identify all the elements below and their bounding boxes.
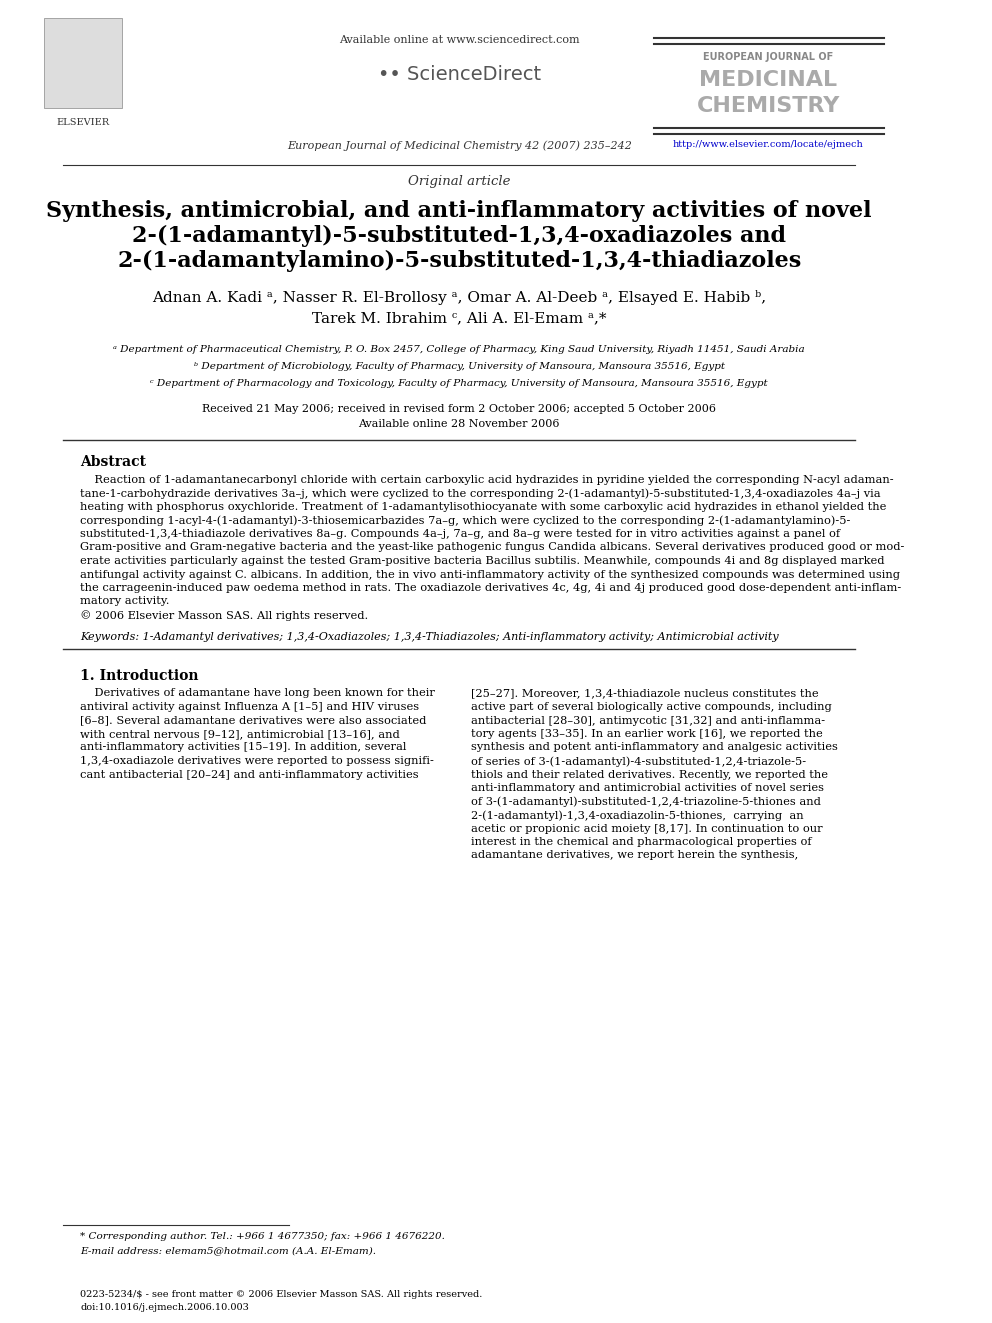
Text: Received 21 May 2006; received in revised form 2 October 2006; accepted 5 Octobe: Received 21 May 2006; received in revise… (202, 404, 716, 414)
Text: tory agents [33–35]. In an earlier work [16], we reported the: tory agents [33–35]. In an earlier work … (471, 729, 823, 740)
Bar (44, 19, 122, 108)
Text: thiols and their related derivatives. Recently, we reported the: thiols and their related derivatives. Re… (471, 770, 828, 779)
Text: •• ScienceDirect: •• ScienceDirect (378, 65, 541, 83)
Text: of 3-(1-adamantyl)-substituted-1,2,4-triazoline-5-thiones and: of 3-(1-adamantyl)-substituted-1,2,4-tri… (471, 796, 821, 807)
Text: MEDICINAL: MEDICINAL (699, 70, 837, 90)
Text: Derivatives of adamantane have long been known for their: Derivatives of adamantane have long been… (80, 688, 435, 699)
Text: * Corresponding author. Tel.: +966 1 4677350; fax: +966 1 4676220.: * Corresponding author. Tel.: +966 1 467… (80, 1232, 445, 1241)
Text: 2-(1-adamantyl)-1,3,4-oxadiazolin-5-thiones,  carrying  an: 2-(1-adamantyl)-1,3,4-oxadiazolin-5-thio… (471, 810, 804, 820)
Text: © 2006 Elsevier Masson SAS. All rights reserved.: © 2006 Elsevier Masson SAS. All rights r… (80, 610, 369, 620)
Text: [6–8]. Several adamantane derivatives were also associated: [6–8]. Several adamantane derivatives we… (80, 716, 427, 725)
Text: adamantane derivatives, we report herein the synthesis,: adamantane derivatives, we report herein… (471, 851, 799, 860)
Text: [25–27]. Moreover, 1,3,4-thiadiazole nucleus constitutes the: [25–27]. Moreover, 1,3,4-thiadiazole nuc… (471, 688, 819, 699)
Text: erate activities particularly against the tested Gram-positive bacteria Bacillus: erate activities particularly against th… (80, 556, 885, 566)
Text: ᵃ Department of Pharmaceutical Chemistry, P. O. Box 2457, College of Pharmacy, K: ᵃ Department of Pharmaceutical Chemistry… (113, 345, 805, 355)
Text: http://www.elsevier.com/locate/ejmech: http://www.elsevier.com/locate/ejmech (673, 140, 864, 149)
Text: 2-(1-adamantylamino)-5-substituted-1,3,4-thiadiazoles: 2-(1-adamantylamino)-5-substituted-1,3,4… (117, 250, 802, 273)
Text: antiviral activity against Influenza A [1–5] and HIV viruses: antiviral activity against Influenza A [… (80, 703, 420, 712)
Text: EUROPEAN JOURNAL OF: EUROPEAN JOURNAL OF (703, 52, 833, 62)
Text: substituted-1,3,4-thiadiazole derivatives 8a–g. Compounds 4a–j, 7a–g, and 8a–g w: substituted-1,3,4-thiadiazole derivative… (80, 529, 840, 538)
Text: of series of 3-(1-adamantyl)-4-substituted-1,2,4-triazole-5-: of series of 3-(1-adamantyl)-4-substitut… (471, 755, 806, 766)
Text: E-mail address: elemam5@hotmail.com (A.A. El-Emam).: E-mail address: elemam5@hotmail.com (A.A… (80, 1246, 376, 1256)
Text: 0223-5234/$ - see front matter © 2006 Elsevier Masson SAS. All rights reserved.: 0223-5234/$ - see front matter © 2006 El… (80, 1290, 483, 1299)
Text: heating with phosphorus oxychloride. Treatment of 1-adamantylisothiocyanate with: heating with phosphorus oxychloride. Tre… (80, 501, 887, 512)
Text: Available online at www.sciencedirect.com: Available online at www.sciencedirect.co… (339, 34, 579, 45)
Text: Keywords: 1-Adamantyl derivatives; 1,3,4-Oxadiazoles; 1,3,4-Thiadiazoles; Anti-i: Keywords: 1-Adamantyl derivatives; 1,3,4… (80, 631, 779, 642)
Text: Available online 28 November 2006: Available online 28 November 2006 (358, 419, 559, 429)
Text: Original article: Original article (408, 175, 511, 188)
Text: active part of several biologically active compounds, including: active part of several biologically acti… (471, 703, 832, 712)
Text: ᵇ Department of Microbiology, Faculty of Pharmacy, University of Mansoura, Manso: ᵇ Department of Microbiology, Faculty of… (193, 363, 724, 370)
Text: Adnan A. Kadi ᵃ, Nasser R. El-Brollosy ᵃ, Omar A. Al-Deeb ᵃ, Elsayed E. Habib ᵇ,: Adnan A. Kadi ᵃ, Nasser R. El-Brollosy ᵃ… (152, 290, 766, 325)
Text: 1,3,4-oxadiazole derivatives were reported to possess signifi-: 1,3,4-oxadiazole derivatives were report… (80, 755, 434, 766)
Text: European Journal of Medicinal Chemistry 42 (2007) 235–242: European Journal of Medicinal Chemistry … (287, 140, 632, 151)
Text: Synthesis, antimicrobial, and anti-inflammatory activities of novel: Synthesis, antimicrobial, and anti-infla… (47, 200, 872, 222)
Text: 1. Introduction: 1. Introduction (80, 668, 199, 683)
Text: anti-inflammatory activities [15–19]. In addition, several: anti-inflammatory activities [15–19]. In… (80, 742, 407, 753)
Text: matory activity.: matory activity. (80, 597, 170, 606)
Text: Gram-positive and Gram-negative bacteria and the yeast-like pathogenic fungus Ca: Gram-positive and Gram-negative bacteria… (80, 542, 905, 553)
Text: cant antibacterial [20–24] and anti-inflammatory activities: cant antibacterial [20–24] and anti-infl… (80, 770, 419, 779)
Text: with central nervous [9–12], antimicrobial [13–16], and: with central nervous [9–12], antimicrobi… (80, 729, 400, 740)
Text: Reaction of 1-adamantanecarbonyl chloride with certain carboxylic acid hydrazide: Reaction of 1-adamantanecarbonyl chlorid… (80, 475, 894, 486)
Text: doi:10.1016/j.ejmech.2006.10.003: doi:10.1016/j.ejmech.2006.10.003 (80, 1303, 249, 1312)
Text: ELSEVIER: ELSEVIER (57, 118, 110, 127)
Text: interest in the chemical and pharmacological properties of: interest in the chemical and pharmacolog… (471, 837, 811, 847)
Text: Abstract: Abstract (80, 455, 147, 468)
Text: CHEMISTRY: CHEMISTRY (696, 97, 840, 116)
Text: anti-inflammatory and antimicrobial activities of novel series: anti-inflammatory and antimicrobial acti… (471, 783, 824, 792)
Text: synthesis and potent anti-inflammatory and analgesic activities: synthesis and potent anti-inflammatory a… (471, 742, 838, 753)
Text: 2-(1-adamantyl)-5-substituted-1,3,4-oxadiazoles and: 2-(1-adamantyl)-5-substituted-1,3,4-oxad… (132, 225, 786, 247)
Text: ᶜ Department of Pharmacology and Toxicology, Faculty of Pharmacy, University of : ᶜ Department of Pharmacology and Toxicol… (151, 378, 768, 388)
Text: antibacterial [28–30], antimycotic [31,32] and anti-inflamma-: antibacterial [28–30], antimycotic [31,3… (471, 716, 825, 725)
Text: tane-1-carbohydrazide derivatives 3a–j, which were cyclized to the corresponding: tane-1-carbohydrazide derivatives 3a–j, … (80, 488, 881, 499)
Text: antifungal activity against C. albicans. In addition, the in vivo anti-inflammat: antifungal activity against C. albicans.… (80, 569, 901, 579)
Text: corresponding 1-acyl-4-(1-adamantyl)-3-thiosemicarbazides 7a–g, which were cycli: corresponding 1-acyl-4-(1-adamantyl)-3-t… (80, 516, 851, 527)
Text: the carrageenin-induced paw oedema method in rats. The oxadiazole derivatives 4c: the carrageenin-induced paw oedema metho… (80, 583, 902, 593)
Text: acetic or propionic acid moiety [8,17]. In continuation to our: acetic or propionic acid moiety [8,17]. … (471, 823, 823, 833)
